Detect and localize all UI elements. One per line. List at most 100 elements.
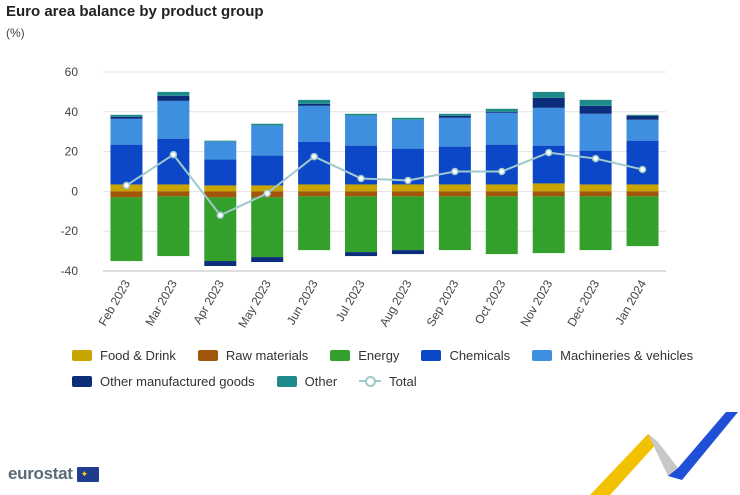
total-point [591, 154, 600, 163]
logo-text: eurostat [8, 464, 73, 483]
legend-swatch [532, 349, 553, 361]
bar-energy [157, 196, 190, 257]
legend-item[interactable]: Food & Drink [72, 346, 176, 364]
decorative-chevron-icon [590, 412, 738, 495]
total-point [498, 167, 506, 176]
bar-energy [579, 196, 612, 251]
bar-other-manufactured-goods [532, 97, 565, 108]
x-tick-label: Jun 2023 [284, 277, 321, 327]
bar-energy [110, 197, 143, 262]
y-tick-label: -40 [61, 264, 79, 278]
legend-item[interactable]: Machineries & vehicles [532, 346, 693, 364]
total-point [544, 148, 553, 157]
bar-energy [251, 197, 284, 258]
bar-raw-materials [532, 191, 565, 197]
bar-raw-materials [298, 191, 331, 197]
bar-chemicals [438, 146, 471, 185]
x-tick-label: Aug 2023 [377, 277, 415, 329]
x-tick-label: Apr 2023 [190, 277, 227, 326]
bar-machineries-vehicles [391, 119, 424, 149]
x-tick-label: Dec 2023 [564, 277, 602, 329]
bar-raw-materials [204, 191, 237, 198]
bar-machineries-vehicles [204, 141, 237, 160]
chart-plot: 60 40 20 0 -20 -40 Feb 2023 Mar 2023 Apr 2023 May… [61, 65, 666, 330]
bar-raw-materials [391, 191, 424, 197]
total-point [451, 167, 459, 176]
bar-other [251, 123, 284, 126]
total-point [216, 211, 225, 220]
legend-line-swatch [359, 375, 382, 387]
chart-legend: Food & Drink Raw materials Energy Chemicals… [72, 346, 732, 390]
bar-other [157, 91, 190, 96]
x-tick-label: Sep 2023 [424, 277, 462, 329]
x-tick-label: Jan 2024 [612, 277, 649, 327]
unit-label: (%) [6, 26, 25, 40]
bar-machineries-vehicles [579, 113, 612, 151]
bar-food-drink [626, 184, 659, 192]
bar-food-drink [204, 185, 237, 192]
bar-chemicals [298, 141, 331, 185]
total-point [169, 150, 178, 159]
legend-item[interactable]: Energy [330, 346, 399, 364]
bar-food-drink [579, 184, 612, 192]
bar-raw-materials [579, 191, 612, 197]
bar-energy [204, 197, 237, 262]
bar-machineries-vehicles [485, 112, 518, 145]
chart-title: Euro area balance by product group [6, 3, 264, 20]
bar-energy [391, 196, 424, 251]
legend-item[interactable]: Other [276, 372, 337, 390]
y-tick-label: 0 [71, 184, 78, 198]
legend-swatch [197, 349, 218, 361]
y-tick-label: 40 [65, 105, 79, 119]
legend-label: Chemicals [449, 347, 511, 363]
bar-raw-materials [485, 191, 518, 197]
y-tick-label: -20 [61, 224, 79, 238]
bar-raw-materials [626, 191, 659, 197]
bar-chemicals [204, 159, 237, 186]
bar-other [110, 114, 143, 117]
y-tick-label: 60 [65, 65, 79, 79]
bar-chemicals [626, 140, 659, 185]
legend-label: Total [389, 373, 417, 389]
bar-chemicals [485, 144, 518, 185]
bar-food-drink [391, 184, 424, 192]
bar-machineries-vehicles [626, 119, 659, 141]
legend-item[interactable]: Chemicals [421, 346, 510, 364]
bar-raw-materials [438, 191, 471, 197]
legend-swatch [72, 375, 92, 387]
bar-other-manufactured-goods [485, 111, 518, 113]
bar-food-drink [485, 184, 518, 192]
bar-food-drink [251, 185, 284, 192]
bar-energy [626, 196, 659, 247]
bar-machineries-vehicles [532, 107, 565, 146]
bar-other-manufactured-goods [298, 103, 331, 106]
bar-machineries-vehicles [298, 105, 331, 142]
bar-other-manufactured-goods [626, 115, 659, 120]
legend-item[interactable]: Raw materials [197, 346, 309, 364]
eu-flag-icon: ✦ [76, 466, 99, 482]
bar-machineries-vehicles [251, 125, 284, 156]
total-point [357, 174, 365, 183]
legend-label: Raw materials [225, 347, 309, 363]
bar-machineries-vehicles [110, 118, 143, 145]
bar-machineries-vehicles [157, 100, 190, 139]
legend-item[interactable]: Other manufactured goods [72, 372, 255, 390]
legend-swatch [330, 349, 351, 361]
bar-other [345, 113, 378, 116]
bar-chemicals [251, 155, 284, 186]
legend-swatch [421, 349, 442, 361]
x-tick-label: Nov 2023 [517, 277, 555, 329]
bar-other-manufactured-goods [391, 250, 424, 255]
total-point [263, 189, 271, 198]
bar-other-manufactured-goods [345, 252, 378, 257]
x-tick-label: May 2023 [235, 277, 274, 330]
bar-food-drink [438, 184, 471, 192]
legend-item[interactable]: Total [359, 372, 417, 390]
bar-raw-materials [157, 191, 190, 197]
bar-other-manufactured-goods [251, 257, 284, 263]
total-point [404, 176, 412, 185]
x-tick-label: Feb 2023 [96, 277, 134, 328]
bar-food-drink [157, 184, 190, 192]
total-point [638, 165, 647, 174]
x-tick-label: Oct 2023 [472, 277, 509, 326]
